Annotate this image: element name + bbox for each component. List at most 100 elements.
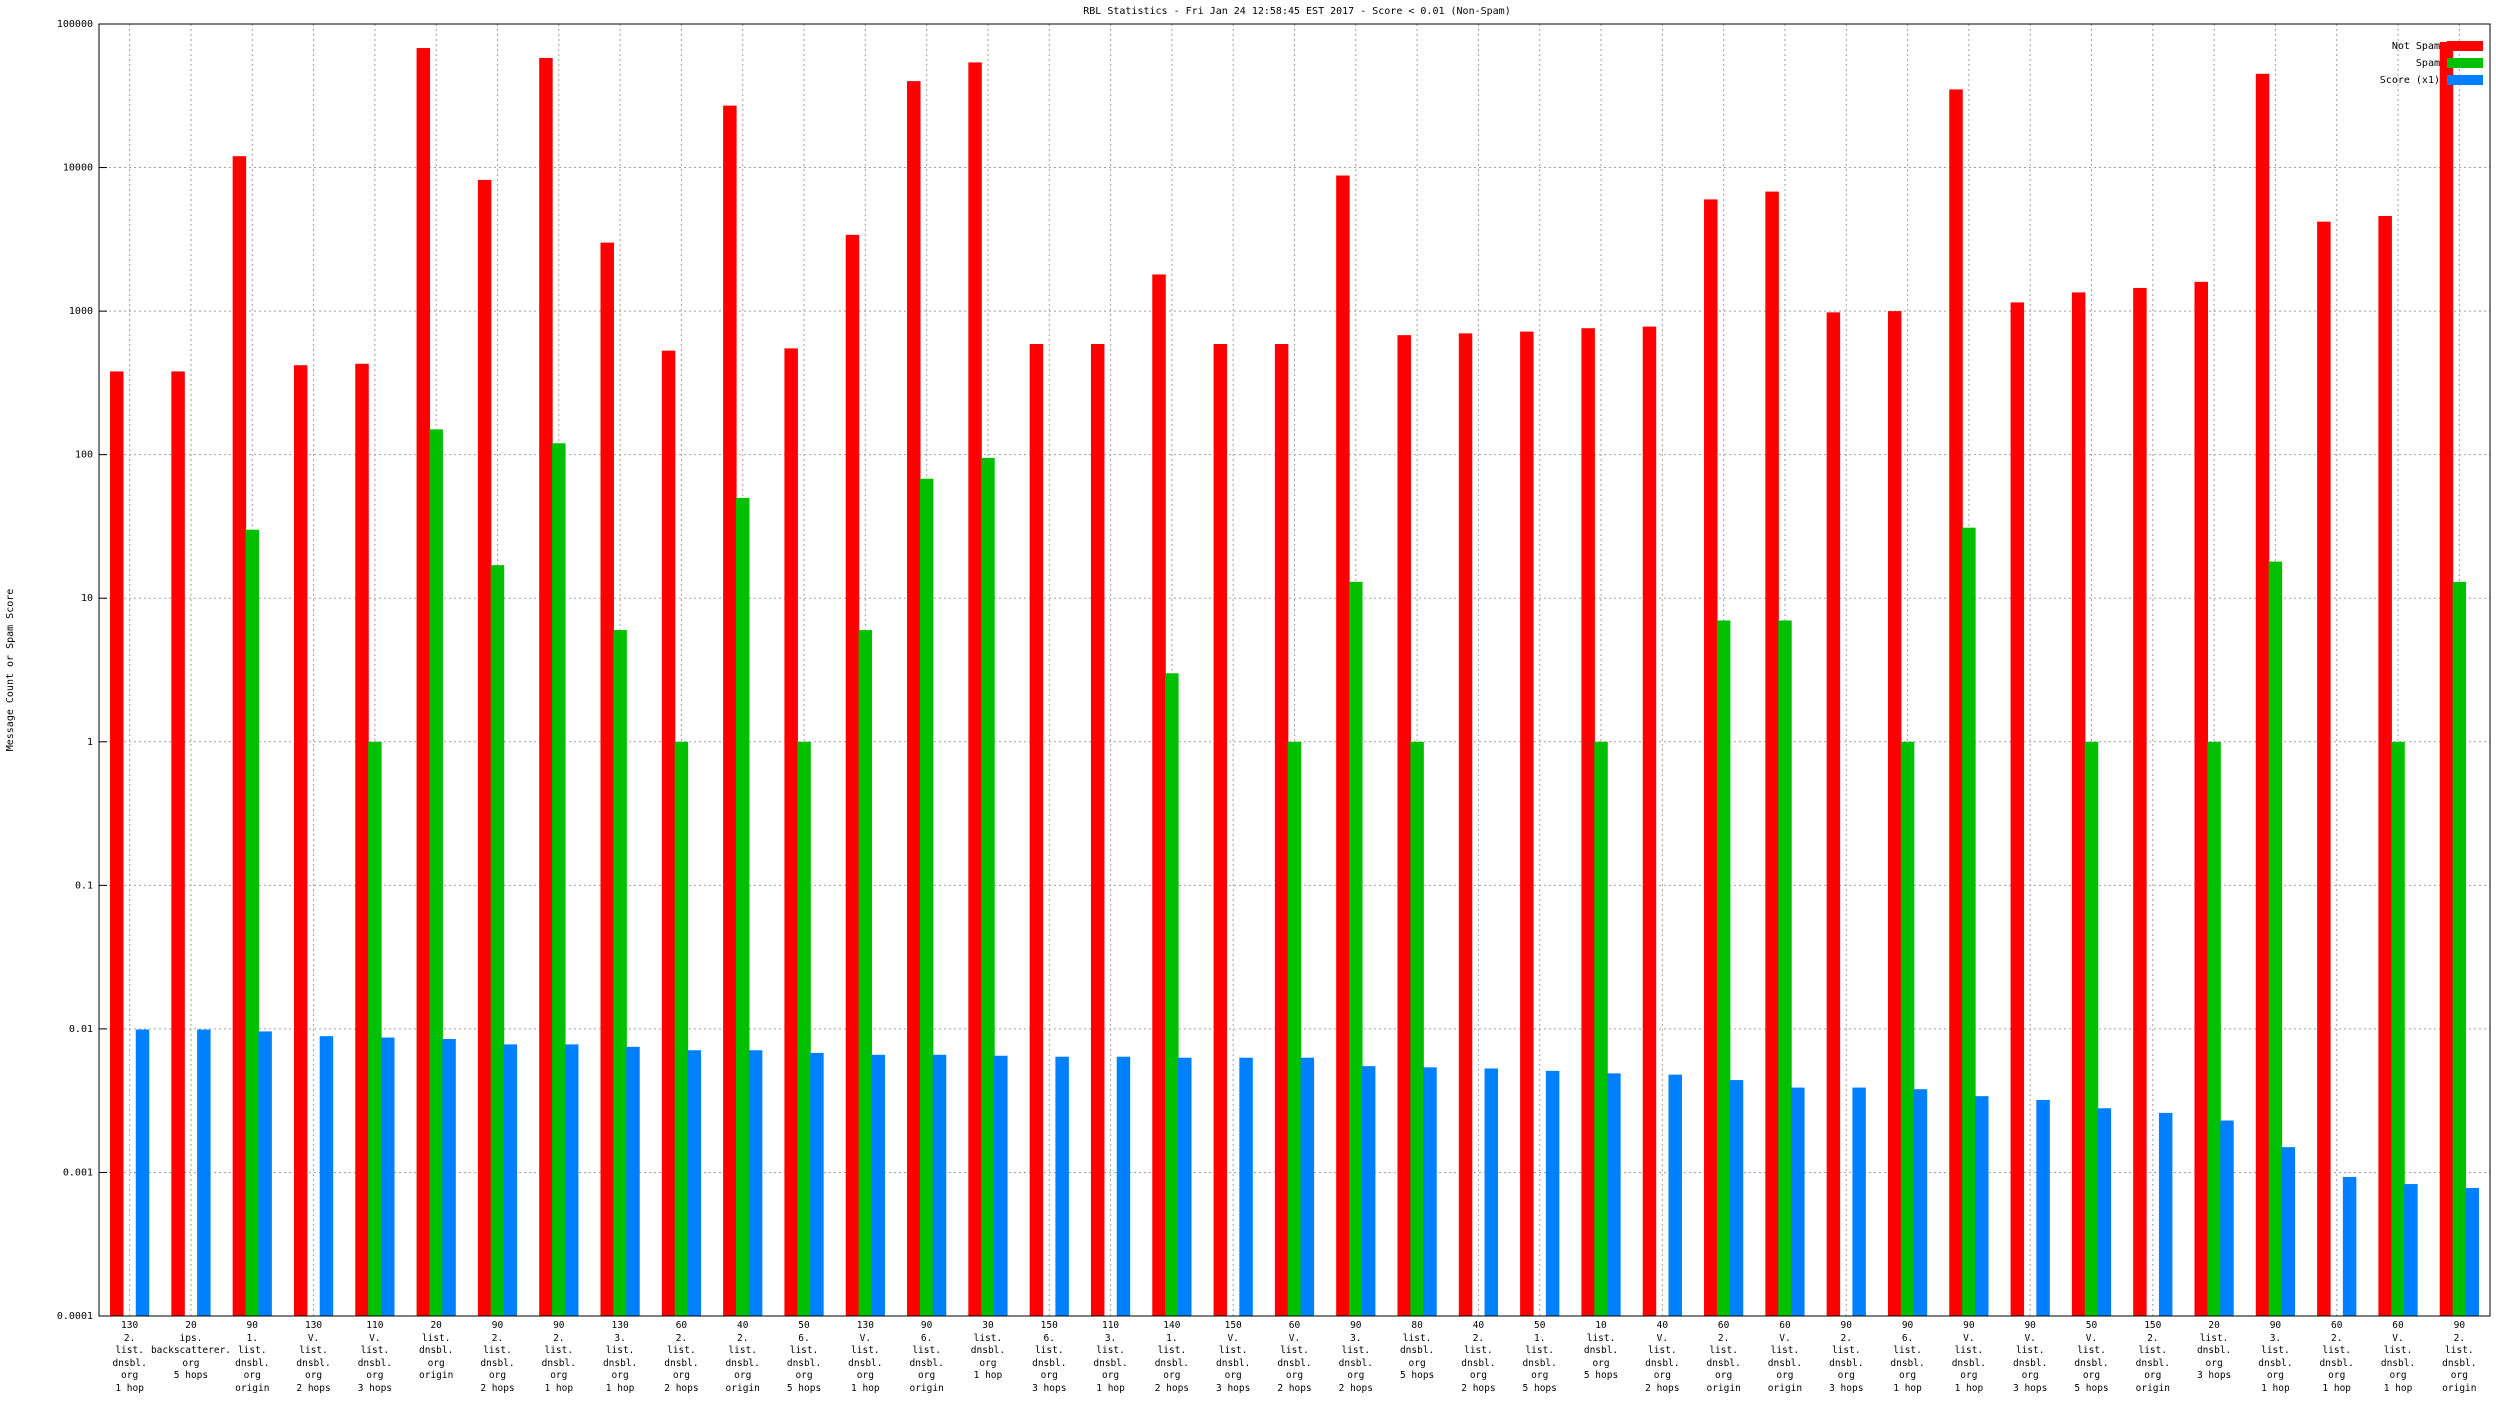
y-tick-label: 10000 [63,163,93,174]
bar [626,1046,640,1316]
x-tick-label: 90 V. list. dnsbl. org 1 hop [1951,1320,1987,1394]
bar [2220,1120,2234,1316]
bar [1152,274,1166,1316]
y-tick-label: 1 [87,737,93,748]
bar [1975,1096,1989,1316]
x-tick-label: 10 list. dnsbl. org 5 hops [1583,1320,1619,1381]
x-tick-label: 40 2. list. dnsbl. org 2 hops [1461,1320,1496,1394]
bar [1778,620,1792,1316]
bar [539,57,553,1317]
bar [2281,1147,2296,1316]
bar [368,741,382,1316]
y-tick-label: 100000 [57,19,93,30]
legend-label: Score (x1) [2380,75,2440,86]
x-tick-label: 50 1. list. dnsbl. org 5 hops [1522,1320,1557,1394]
bar [1913,1089,1928,1316]
bar [293,365,308,1316]
bar [674,741,689,1316]
bar [1852,1087,1866,1316]
bar [1090,344,1105,1316]
bar [1949,89,1963,1317]
bar [1962,527,1976,1316]
x-tick-label: 110 3. list. dnsbl. org 1 hop [1093,1320,1128,1394]
x-tick-label: 90 2. list. dnsbl. org origin [2442,1320,2477,1394]
x-tick-label: 110 V. list. dnsbl. org 3 hops [357,1320,393,1394]
bar [232,156,247,1317]
bar [907,81,921,1317]
bar [2133,287,2147,1317]
x-tick-label: 90 6. list. dnsbl. org origin [909,1320,944,1394]
bar [687,1050,702,1316]
bar [2071,292,2086,1316]
bar [1165,673,1179,1316]
bar [600,242,614,1317]
bar [2439,41,2454,1316]
bar [1484,1068,1499,1316]
bar [1397,335,1411,1316]
bar [171,371,185,1316]
x-tick-label: 60 2. list. dnsbl. org origin [1706,1320,1741,1394]
x-tick-label: 90 V. list. dnsbl. org 3 hops [2013,1320,2048,1394]
bar [858,630,873,1316]
x-tick-label: 80 list. dnsbl. org 5 hops [1399,1320,1435,1381]
legend-label: Spam [2416,58,2440,69]
bar [1274,344,1289,1316]
bar [1239,1057,1253,1316]
x-tick-label: 50 V. list. dnsbl. org 5 hops [2074,1320,2109,1394]
x-tick-label: 60 V. list. dnsbl. org 1 hop [2380,1320,2416,1394]
x-tick-label: 130 2. list. dnsbl. org 1 hop [112,1320,147,1394]
y-tick-label: 100 [75,450,93,461]
bar [2194,281,2208,1316]
bar [1029,344,1044,1316]
bar [1791,1087,1805,1316]
bar [110,371,124,1316]
x-tick-label: 150 2. list. dnsbl. org origin [2135,1320,2170,1394]
bar [2158,1112,2173,1316]
bar [2010,302,2025,1317]
bar [1349,581,1363,1316]
bar [784,348,798,1316]
bar [2255,73,2270,1316]
chart-title: RBL Statistics - Fri Jan 24 12:58:45 EST… [1083,6,1510,17]
bar [381,1037,395,1316]
bar [1900,741,1915,1316]
bar [845,234,860,1317]
bar [2391,741,2405,1316]
bar [748,1050,763,1316]
x-tick-label: 90 2. list. dnsbl. org 1 hop [541,1320,576,1394]
x-tick-label: 50 6. list. dnsbl. org 5 hops [786,1320,822,1394]
bar [135,1029,150,1316]
x-tick-label: 150 V. list. dnsbl. org 3 hops [1216,1320,1251,1394]
bar [1055,1056,1069,1316]
bar [613,630,627,1316]
y-tick-label: 1000 [69,306,93,317]
bar [1729,1080,1744,1316]
bar [2378,215,2392,1317]
bar [1520,331,1534,1317]
bar [994,1055,1008,1316]
bar [1594,741,1608,1316]
bar [1642,326,1657,1316]
bar [1178,1057,1192,1316]
x-tick-label: 90 2. list. dnsbl. org 2 hops [480,1320,515,1394]
y-tick-label: 0.01 [69,1024,93,1035]
bar [1287,741,1302,1316]
legend-swatch [2447,41,2483,51]
bar [1410,741,1424,1316]
bar [1116,1056,1131,1316]
x-tick-label: 90 2. list. dnsbl. org 3 hops [1829,1320,1864,1394]
bar [1668,1074,1682,1316]
x-tick-label: 130 V. list. dnsbl. org 2 hops [296,1320,331,1394]
bar [1300,1057,1315,1316]
legend-label: Not Spam [2392,41,2440,52]
bar [661,350,676,1316]
y-tick-label: 0.0001 [57,1311,93,1322]
bar [319,1036,334,1316]
x-tick-label: 90 1. list. dnsbl. org origin [235,1320,270,1394]
x-tick-label: 60 V. list. dnsbl. org 2 hops [1277,1320,1312,1394]
bar [1213,344,1228,1316]
bar [723,105,737,1317]
x-tick-label: 140 1. list. dnsbl. org 2 hops [1154,1320,1190,1394]
bar [1704,199,1718,1316]
